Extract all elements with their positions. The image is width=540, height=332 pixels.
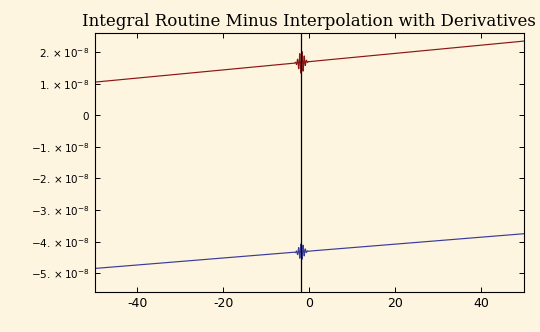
Title: Integral Routine Minus Interpolation with Derivatives: Integral Routine Minus Interpolation wit… bbox=[82, 13, 536, 30]
